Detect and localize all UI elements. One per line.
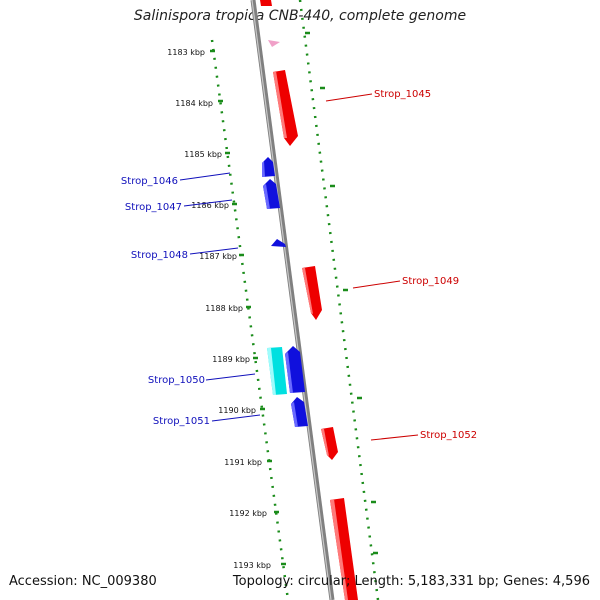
- label-strop-1047[interactable]: Strop_1047: [125, 202, 182, 213]
- gene-forward-bottom[interactable]: [330, 498, 358, 600]
- label-strop-1052[interactable]: Strop_1052: [420, 430, 477, 441]
- tick-label: 1184 kbp: [175, 99, 213, 108]
- callout-lines: [179, 93, 419, 441]
- tick-label: 1189 kbp: [212, 355, 250, 364]
- tick-label: 1191 kbp: [224, 458, 262, 467]
- genome-backbone-highlight: [251, 0, 332, 600]
- label-strop-1049[interactable]: Strop_1049: [402, 276, 459, 287]
- label-strop-1050[interactable]: Strop_1050: [148, 375, 205, 386]
- outer-tick-ring: [298, 0, 380, 600]
- gene-strop-1051[interactable]: [291, 397, 308, 427]
- feature-pink: [268, 40, 280, 47]
- tick-marks: [210, 31, 378, 566]
- gene-strop-1045[interactable]: [273, 70, 298, 146]
- tick-label: 1192 kbp: [229, 509, 267, 518]
- gene-reverse-1189[interactable]: [285, 346, 305, 393]
- gene-forward-top: [260, 0, 272, 6]
- gene-strop-1048[interactable]: [271, 239, 286, 247]
- gene-strop-1047[interactable]: [263, 179, 280, 209]
- gene-strop-1046[interactable]: [262, 157, 275, 177]
- label-strop-1046[interactable]: Strop_1046: [121, 176, 178, 187]
- gene-strop-1052[interactable]: [321, 427, 338, 460]
- tick-label: 1186 kbp: [191, 201, 229, 210]
- tick-label: 1190 kbp: [218, 406, 256, 415]
- tick-label: 1188 kbp: [205, 304, 243, 313]
- label-strop-1051[interactable]: Strop_1051: [153, 416, 210, 427]
- tick-label: 1183 kbp: [167, 48, 205, 57]
- genome-backbone: [250, 0, 335, 600]
- gene-strop-1049[interactable]: [302, 266, 322, 320]
- accession-text: Accession: NC_009380: [9, 574, 157, 589]
- map-title: Salinispora tropica CNB-440, complete ge…: [133, 8, 467, 24]
- gene-strop-1050[interactable]: [267, 347, 287, 395]
- label-strop-1045[interactable]: Strop_1045: [374, 89, 431, 100]
- gene-labels: Strop_1045 Strop_1046 Strop_1047 Strop_1…: [121, 89, 477, 441]
- tick-label: 1193 kbp: [233, 561, 271, 570]
- tick-label: 1185 kbp: [184, 150, 222, 159]
- label-strop-1048[interactable]: Strop_1048: [131, 250, 188, 261]
- tick-label: 1187 kbp: [199, 252, 237, 261]
- genome-summary-text: Topology: circular; Length: 5,183,331 bp…: [232, 574, 590, 589]
- tick-labels: 1183 kbp 1184 kbp 1185 kbp 1186 kbp 1187…: [167, 48, 271, 570]
